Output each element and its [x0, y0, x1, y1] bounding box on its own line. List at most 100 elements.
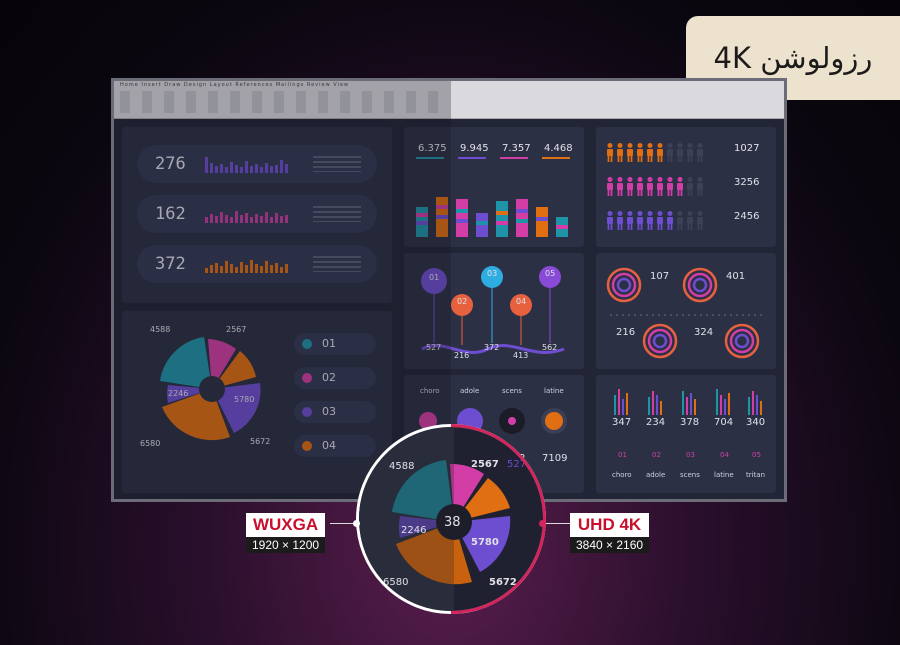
- sparkline-chart: [205, 211, 288, 223]
- legend-code: 02: [322, 371, 336, 384]
- spark-caption: [313, 156, 361, 172]
- donut-panel: 107 401 216 324: [596, 253, 776, 369]
- bar-value: 234: [646, 417, 666, 428]
- pins-chart: [421, 266, 565, 354]
- bar-code: 04: [720, 451, 729, 459]
- wuxga-label: WUXGA 1920 × 1200: [246, 513, 326, 553]
- circle-value: 7109: [542, 453, 568, 464]
- bar-value: 347: [612, 417, 632, 428]
- pie-label: 5672: [250, 437, 271, 446]
- spark-row: 372: [137, 245, 377, 283]
- bar-value: 704: [714, 417, 734, 428]
- dashboard: 276 162 372: [114, 119, 784, 499]
- uhd-dims: 3840 × 2160: [570, 537, 650, 553]
- spark-caption: [313, 206, 361, 222]
- wuxga-dims: 1920 × 1200: [246, 537, 326, 553]
- mini-bar-chart: [614, 389, 762, 415]
- pin-04: [510, 294, 532, 345]
- pin-code: 05: [545, 269, 556, 278]
- lens-center-value: 38: [444, 515, 461, 530]
- connector-left: [330, 523, 357, 524]
- lens-label: 5672: [489, 577, 517, 588]
- bar-value: 6.375: [418, 143, 447, 154]
- legend-swatch: [302, 339, 312, 349]
- sparkline-panel: 276 162 372: [122, 127, 392, 303]
- spark-value: 372: [155, 254, 186, 274]
- bar-name: adole: [646, 471, 666, 479]
- connector-right: [545, 523, 570, 524]
- bar-name: choro: [612, 471, 632, 479]
- ribbon-tabs: Home Insert Draw Design Layout Reference…: [120, 82, 350, 88]
- bar-value: 4.468: [544, 143, 573, 154]
- circle-header: choro: [420, 387, 440, 395]
- bar-code: 02: [652, 451, 661, 459]
- donut-value: 216: [616, 327, 636, 338]
- pins-panel: 01 02 03 04 05 527 216 372 413 562: [404, 253, 584, 369]
- pie-label: 2246: [168, 389, 189, 398]
- connector-dot-left: [353, 520, 360, 527]
- pie-chart: [160, 337, 261, 441]
- people-icons: [607, 143, 703, 230]
- bar-name: latine: [714, 471, 734, 479]
- pin-value: 216: [454, 351, 470, 360]
- bar-value: 378: [680, 417, 700, 428]
- bars-bottom-panel: 347 234 378 704 340 01 02 03 04 05 choro…: [596, 375, 776, 493]
- bar-value: 7.357: [502, 143, 531, 154]
- magnified-pie: [359, 427, 511, 611]
- bar-panel: 6.375 9.945 7.357 4.468: [404, 127, 584, 247]
- ribbon-toolbar: [120, 91, 440, 113]
- pie-panel: 4588 2567 2246 5780 5672 6580 01 02 03: [122, 311, 392, 493]
- pin-02: [451, 294, 473, 345]
- circle-header: latine: [544, 387, 564, 395]
- pin-code: 04: [516, 297, 527, 306]
- legend-item: 03: [294, 401, 376, 423]
- spark-value: 276: [155, 154, 186, 174]
- wuxga-name: WUXGA: [246, 513, 326, 537]
- legend-code: 01: [322, 337, 336, 350]
- people-value: 1027: [734, 143, 760, 154]
- pie-slice: [212, 383, 261, 433]
- pin-value: 413: [513, 351, 529, 360]
- legend-item: 04: [294, 435, 376, 457]
- page-title: رزولوشن 4K: [713, 41, 873, 75]
- sparkline-chart: [205, 260, 288, 273]
- people-value: 2456: [734, 211, 760, 222]
- app-ribbon: Home Insert Draw Design Layout Reference…: [114, 81, 784, 119]
- magnifier-lens: 38 4588 2567 527 2246 5780 5672 6580: [356, 424, 546, 614]
- pin-05: [539, 266, 561, 343]
- spark-row: 276: [137, 145, 377, 183]
- bar-code: 05: [752, 451, 761, 459]
- lens-label: 5780: [471, 537, 499, 548]
- pin-01: [421, 268, 447, 343]
- lens-label: 2567: [471, 459, 499, 470]
- spark-caption: [313, 256, 361, 272]
- lens-label: 4588: [389, 461, 415, 472]
- pie-slice: [160, 337, 212, 389]
- pie-label: 4588: [150, 325, 171, 334]
- pin-value: 372: [484, 343, 500, 352]
- spark-value: 162: [155, 204, 186, 224]
- circle-header: adole: [460, 387, 480, 395]
- pin-03: [481, 266, 503, 343]
- spark-row: 162: [137, 195, 377, 233]
- connector-dot-right: [539, 520, 546, 527]
- pie-label: 6580: [140, 439, 161, 448]
- uhd-name: UHD 4K: [570, 513, 650, 537]
- bar-name: scens: [680, 471, 700, 479]
- donut-value: 107: [650, 271, 670, 282]
- legend-swatch: [302, 407, 312, 417]
- circle-header: scens: [502, 387, 522, 395]
- bar-name: tritan: [746, 471, 766, 479]
- pin-value: 527: [426, 343, 442, 352]
- pin-code: 03: [487, 269, 498, 278]
- lens-label: 527: [507, 459, 527, 470]
- stacked-bar-chart: [416, 197, 568, 237]
- lens-label: 2246: [401, 525, 427, 536]
- pin-code: 02: [457, 297, 468, 306]
- bar-code: 03: [686, 451, 695, 459]
- people-panel: 1027 3256 2456: [596, 127, 776, 247]
- legend-code: 04: [322, 439, 336, 452]
- lens-label: 6580: [383, 577, 409, 588]
- legend-item: 02: [294, 367, 376, 389]
- pie-label: 2567: [226, 325, 247, 334]
